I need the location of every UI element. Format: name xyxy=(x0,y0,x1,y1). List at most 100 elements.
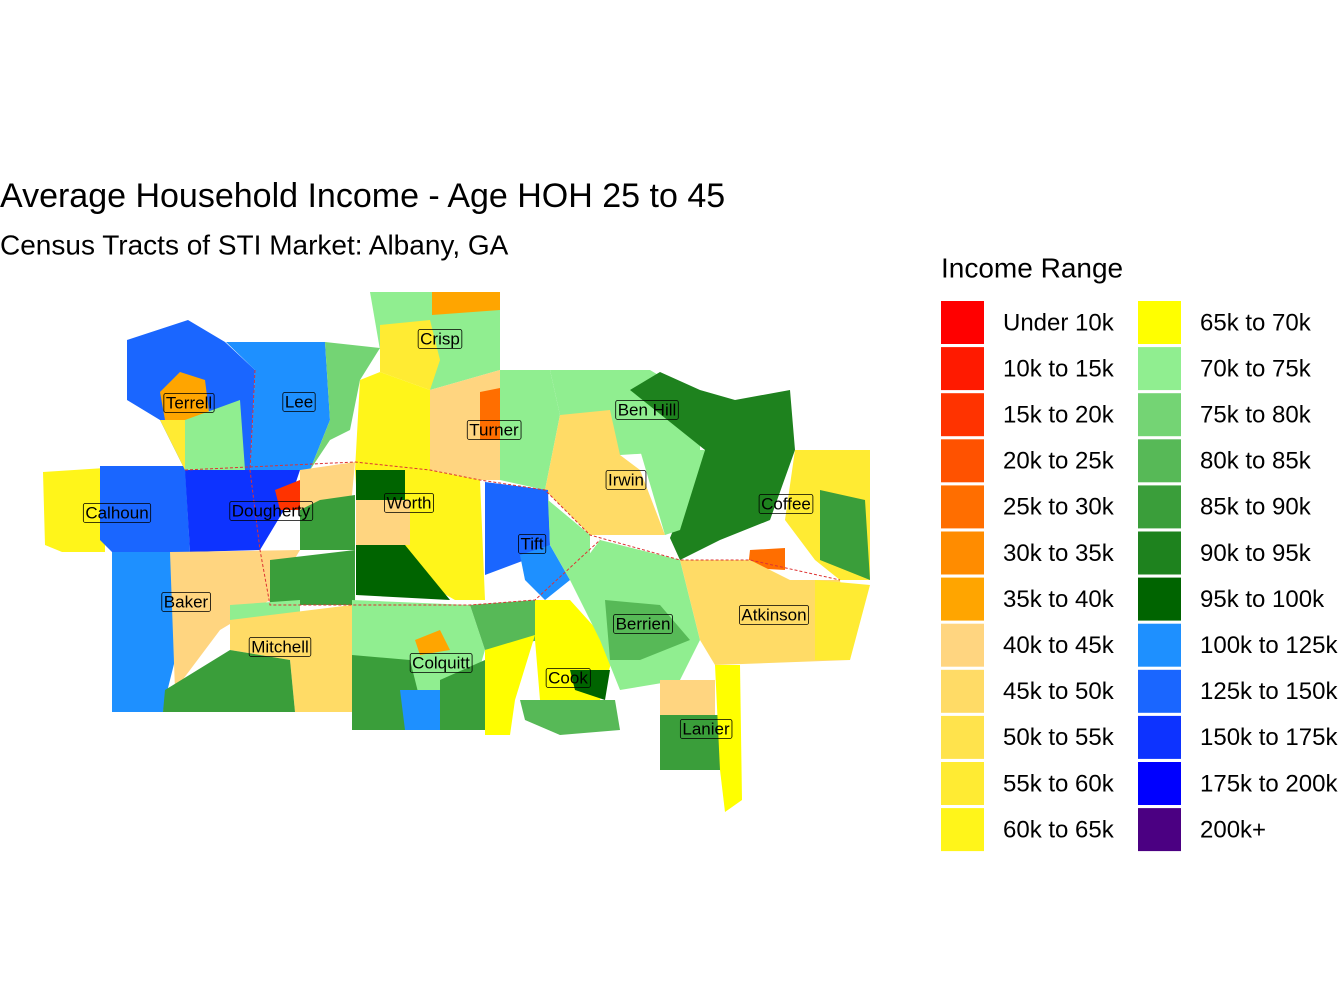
tract xyxy=(520,545,570,600)
legend-label: 30k to 35k xyxy=(1003,540,1115,567)
tract xyxy=(480,388,505,440)
tract xyxy=(226,342,330,470)
legend-swatch xyxy=(941,393,984,437)
legend-label: 40k to 45k xyxy=(1003,632,1115,659)
legend-label: Under 10k xyxy=(1003,309,1115,336)
legend-label: 175k to 200k xyxy=(1200,770,1338,797)
legend-swatch xyxy=(1138,577,1181,621)
legend-label: 65k to 70k xyxy=(1200,309,1312,336)
county-label: Crisp xyxy=(420,329,460,348)
legend-label: 80k to 85k xyxy=(1200,448,1312,475)
county-label: Worth xyxy=(386,493,431,512)
tract xyxy=(660,680,715,720)
legend-label: 95k to 100k xyxy=(1200,586,1325,613)
legend-swatch xyxy=(1138,439,1181,483)
county-label: Baker xyxy=(164,592,209,611)
legend-label: 45k to 50k xyxy=(1003,678,1115,705)
legend-swatch xyxy=(1138,715,1181,759)
county-label-box xyxy=(466,420,522,440)
tract xyxy=(230,605,352,712)
county-label-box xyxy=(679,719,733,739)
tract xyxy=(415,630,450,655)
tract xyxy=(545,410,665,535)
legend-swatch xyxy=(941,808,984,852)
county-label: Atkinson xyxy=(741,605,806,624)
county-label-box xyxy=(738,605,810,625)
tract xyxy=(630,372,795,560)
county-label: Lee xyxy=(285,392,313,411)
tract xyxy=(100,466,190,552)
legend-swatch xyxy=(941,577,984,621)
legend-swatch xyxy=(941,623,984,667)
county-label: Dougherty xyxy=(232,501,311,520)
legend-swatch xyxy=(1138,623,1181,667)
legend-label: 150k to 175k xyxy=(1200,724,1338,751)
legend-label: 25k to 30k xyxy=(1003,494,1115,521)
county-label: Colquitt xyxy=(412,653,470,672)
county-label: Coffee xyxy=(761,494,811,513)
tract xyxy=(356,500,410,545)
county-label-box xyxy=(545,668,591,688)
tract xyxy=(163,650,295,712)
legend-label: 60k to 65k xyxy=(1003,816,1115,843)
legend-label: 125k to 150k xyxy=(1200,678,1338,705)
tract xyxy=(640,450,705,535)
legend-label: 75k to 80k xyxy=(1200,402,1312,429)
tract xyxy=(400,690,440,730)
county-label: Irwin xyxy=(608,470,644,489)
county-label-box xyxy=(518,534,547,554)
tract xyxy=(270,550,355,605)
county-label-box xyxy=(615,400,679,420)
legend-swatch xyxy=(1138,531,1181,575)
legend-swatch xyxy=(941,531,984,575)
county-label: Berrien xyxy=(616,614,671,633)
legend-label: 55k to 60k xyxy=(1003,770,1115,797)
tract xyxy=(43,468,105,552)
legend: Under 10k 10k to 15k 15k to 20k 20k to 25k 2… xyxy=(941,301,1338,852)
legend-swatch xyxy=(1138,301,1181,344)
county-label: Terrell xyxy=(166,393,212,412)
tract xyxy=(820,490,870,580)
subtitle: Census Tracts of STI Market: Albany, GA xyxy=(0,229,509,260)
legend-label: 90k to 95k xyxy=(1200,540,1312,567)
legend-label: 100k to 125k xyxy=(1200,632,1338,659)
county-label: Calhoun xyxy=(85,503,148,522)
tract xyxy=(185,470,300,552)
county-label: Mitchell xyxy=(251,637,309,656)
county-label-box xyxy=(417,329,463,349)
tract xyxy=(356,545,450,600)
legend-swatch xyxy=(1138,347,1181,391)
tract xyxy=(680,560,850,665)
county-label: Tift xyxy=(521,534,544,553)
county-labels: Crisp Terrell Lee Turner Ben Hill Irwin … xyxy=(82,329,814,739)
legend-label: 35k to 40k xyxy=(1003,586,1115,613)
tract xyxy=(470,600,540,650)
tract xyxy=(380,320,440,390)
legend-swatch xyxy=(1138,808,1181,852)
legend-swatch xyxy=(1138,393,1181,437)
tract xyxy=(440,660,485,730)
tract xyxy=(605,600,690,660)
county-label-box xyxy=(82,503,152,523)
legend-swatch xyxy=(1138,485,1181,529)
legend-swatch xyxy=(1138,669,1181,713)
legend-label: 10k to 15k xyxy=(1003,355,1115,382)
county-label-box xyxy=(758,494,814,514)
tract xyxy=(485,635,535,735)
county-label-box xyxy=(605,470,647,490)
tract xyxy=(500,370,560,490)
tract xyxy=(432,292,500,315)
county-label: Cook xyxy=(548,668,588,687)
county-label-box xyxy=(229,501,314,521)
tract xyxy=(112,552,190,712)
tract xyxy=(160,372,210,420)
tract xyxy=(300,495,355,550)
county-label: Turner xyxy=(469,420,519,439)
tract xyxy=(548,500,590,580)
county-label-box xyxy=(163,393,215,413)
county-label: Lanier xyxy=(682,719,730,738)
legend-label: 50k to 55k xyxy=(1003,724,1115,751)
legend-title: Income Range xyxy=(941,252,1123,283)
legend-swatch xyxy=(941,301,984,344)
